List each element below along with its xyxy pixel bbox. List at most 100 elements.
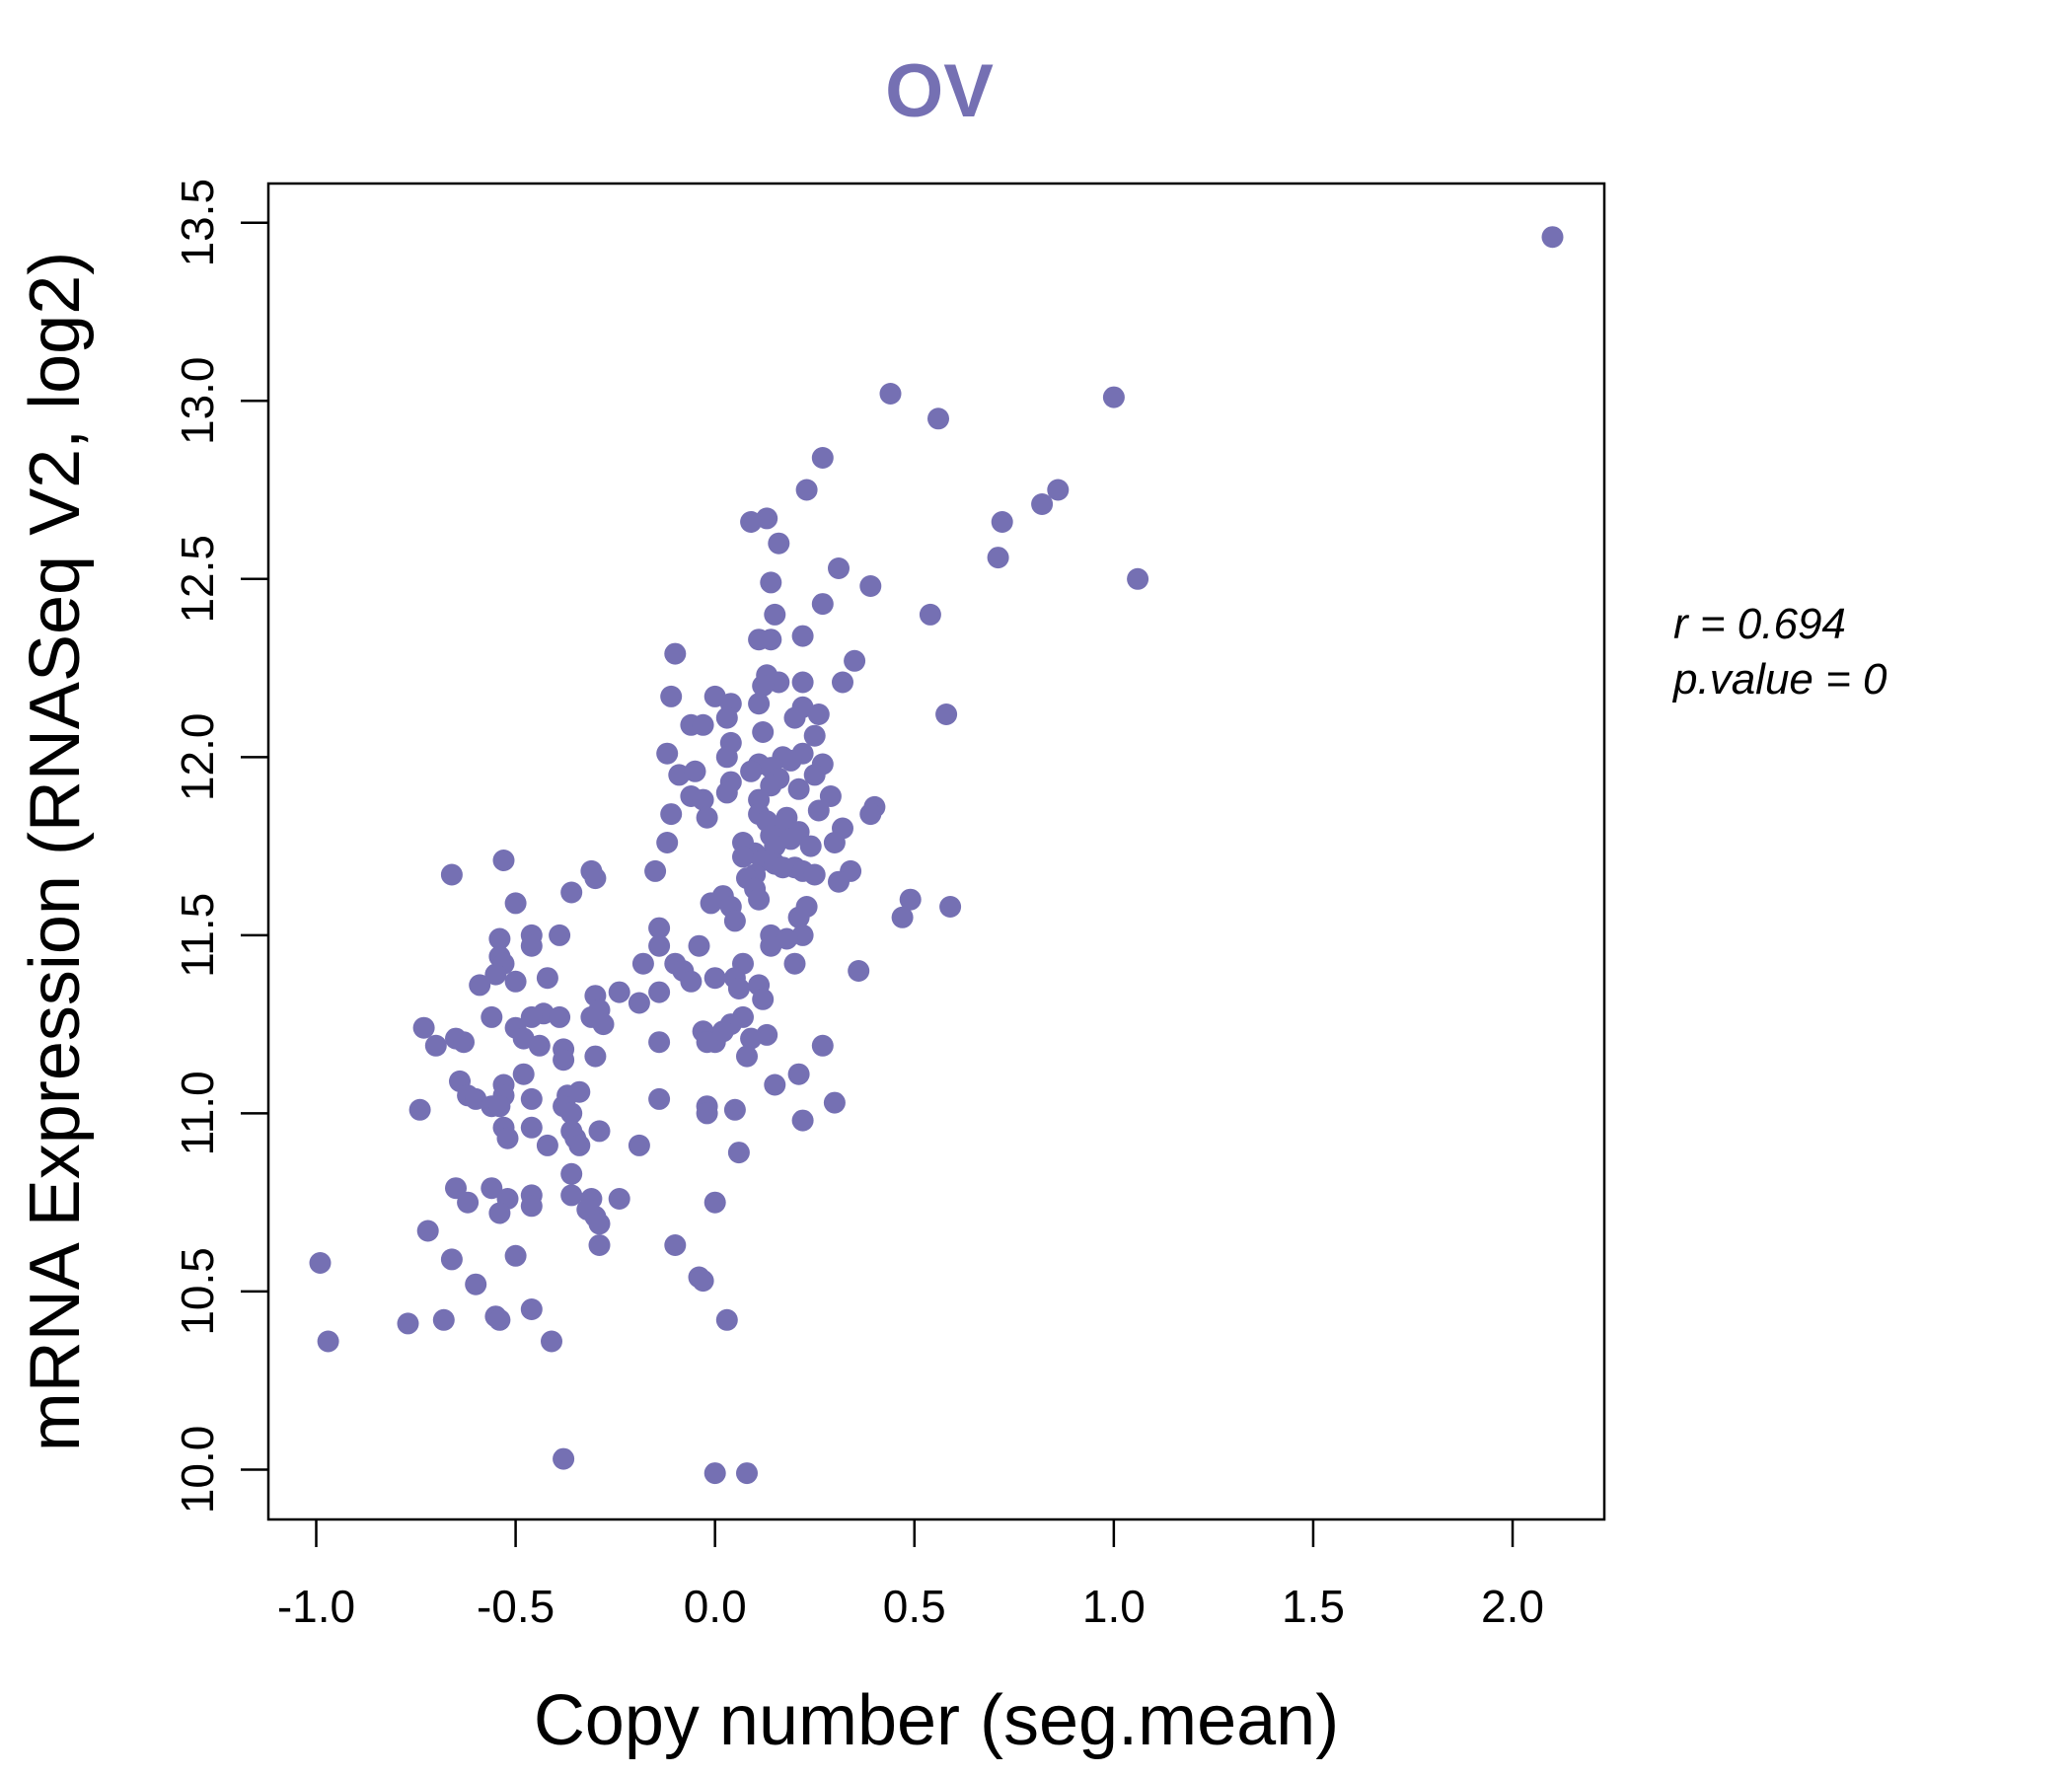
data-point [752,721,775,743]
data-point [791,625,814,647]
data-point [752,988,775,1010]
data-point [309,1252,332,1274]
data-point [528,1034,551,1057]
data-point [748,693,771,715]
data-point [536,967,558,990]
data-point [465,1273,487,1295]
y-tick-label: 11.0 [172,1071,223,1155]
data-point [445,1177,467,1200]
data-point [899,888,922,911]
data-point [752,675,775,698]
data-point [520,1195,543,1218]
y-axis-label: mRNA Expression (RNASeq V2, log2) [16,252,95,1451]
data-point [859,575,882,597]
x-tick-label: 1.0 [1082,1581,1146,1632]
data-point [764,603,786,626]
y-tick-label: 11.5 [172,893,223,978]
data-point [811,593,834,616]
data-point [696,806,718,829]
data-point [939,896,962,918]
data-point [879,383,902,405]
data-point [760,934,782,957]
data-point [541,1330,562,1353]
data-point [740,760,763,782]
data-point [859,803,882,826]
data-point [811,447,834,469]
data-point [628,992,650,1014]
data-point [696,1102,718,1125]
data-point [799,835,822,857]
data-point [1541,226,1564,249]
p-value-label: p.value = 0 [1671,655,1887,703]
data-point [553,1447,575,1470]
data-point [760,571,782,594]
data-point [453,1031,475,1054]
data-point [740,1027,763,1050]
data-point [560,1102,583,1125]
data-point [416,1220,439,1242]
data-point [715,706,738,729]
data-point [919,603,941,626]
data-point [408,1098,431,1121]
data-point [584,867,607,890]
data-point [703,1191,726,1214]
data-point [512,1063,535,1085]
data-point [692,713,714,736]
data-point [608,1188,630,1210]
data-point [736,1045,758,1068]
chart-title: OV [885,49,994,133]
data-point [469,974,491,997]
data-point [432,1308,455,1331]
data-point [811,1034,834,1057]
data-point [492,850,515,871]
data-point [1127,567,1149,590]
data-point [488,1308,511,1331]
data-points [309,226,1564,1485]
data-point [504,892,527,915]
x-tick-label: 0.0 [684,1581,747,1632]
data-point [791,671,814,694]
data-point [588,1234,611,1256]
data-point [715,1308,738,1331]
data-point [648,934,671,957]
data-point [440,1248,463,1271]
data-point [740,511,763,533]
data-point [715,746,738,769]
data-point [549,924,571,946]
data-point [440,863,463,886]
plot-frame [266,182,1606,1521]
data-point [779,749,802,772]
data-point [568,1080,591,1103]
data-point [828,870,850,893]
data-point [648,1087,671,1110]
data-point [803,724,826,747]
data-point [787,777,810,800]
data-point [481,1005,503,1028]
data-point [935,703,958,725]
data-point [791,1109,814,1132]
data-point [536,1134,558,1156]
data-point [823,832,846,853]
data-point [727,1142,750,1164]
y-tick-label: 13.5 [172,179,223,267]
data-point [560,881,583,904]
data-point [732,846,754,868]
data-point [760,629,782,651]
data-point [584,1045,607,1068]
x-tick-label: 1.5 [1282,1581,1345,1632]
data-point [631,952,654,975]
data-point [787,906,810,928]
data-point [628,1134,650,1156]
data-point [787,1063,810,1085]
data-point [484,963,507,986]
data-point [803,764,826,786]
data-point [692,788,714,811]
data-point [848,960,870,982]
data-point [397,1312,419,1335]
data-point [424,1034,447,1057]
data-point [723,910,746,932]
x-tick-label: 2.0 [1481,1581,1544,1632]
data-point [560,1162,583,1185]
data-point [807,703,830,725]
